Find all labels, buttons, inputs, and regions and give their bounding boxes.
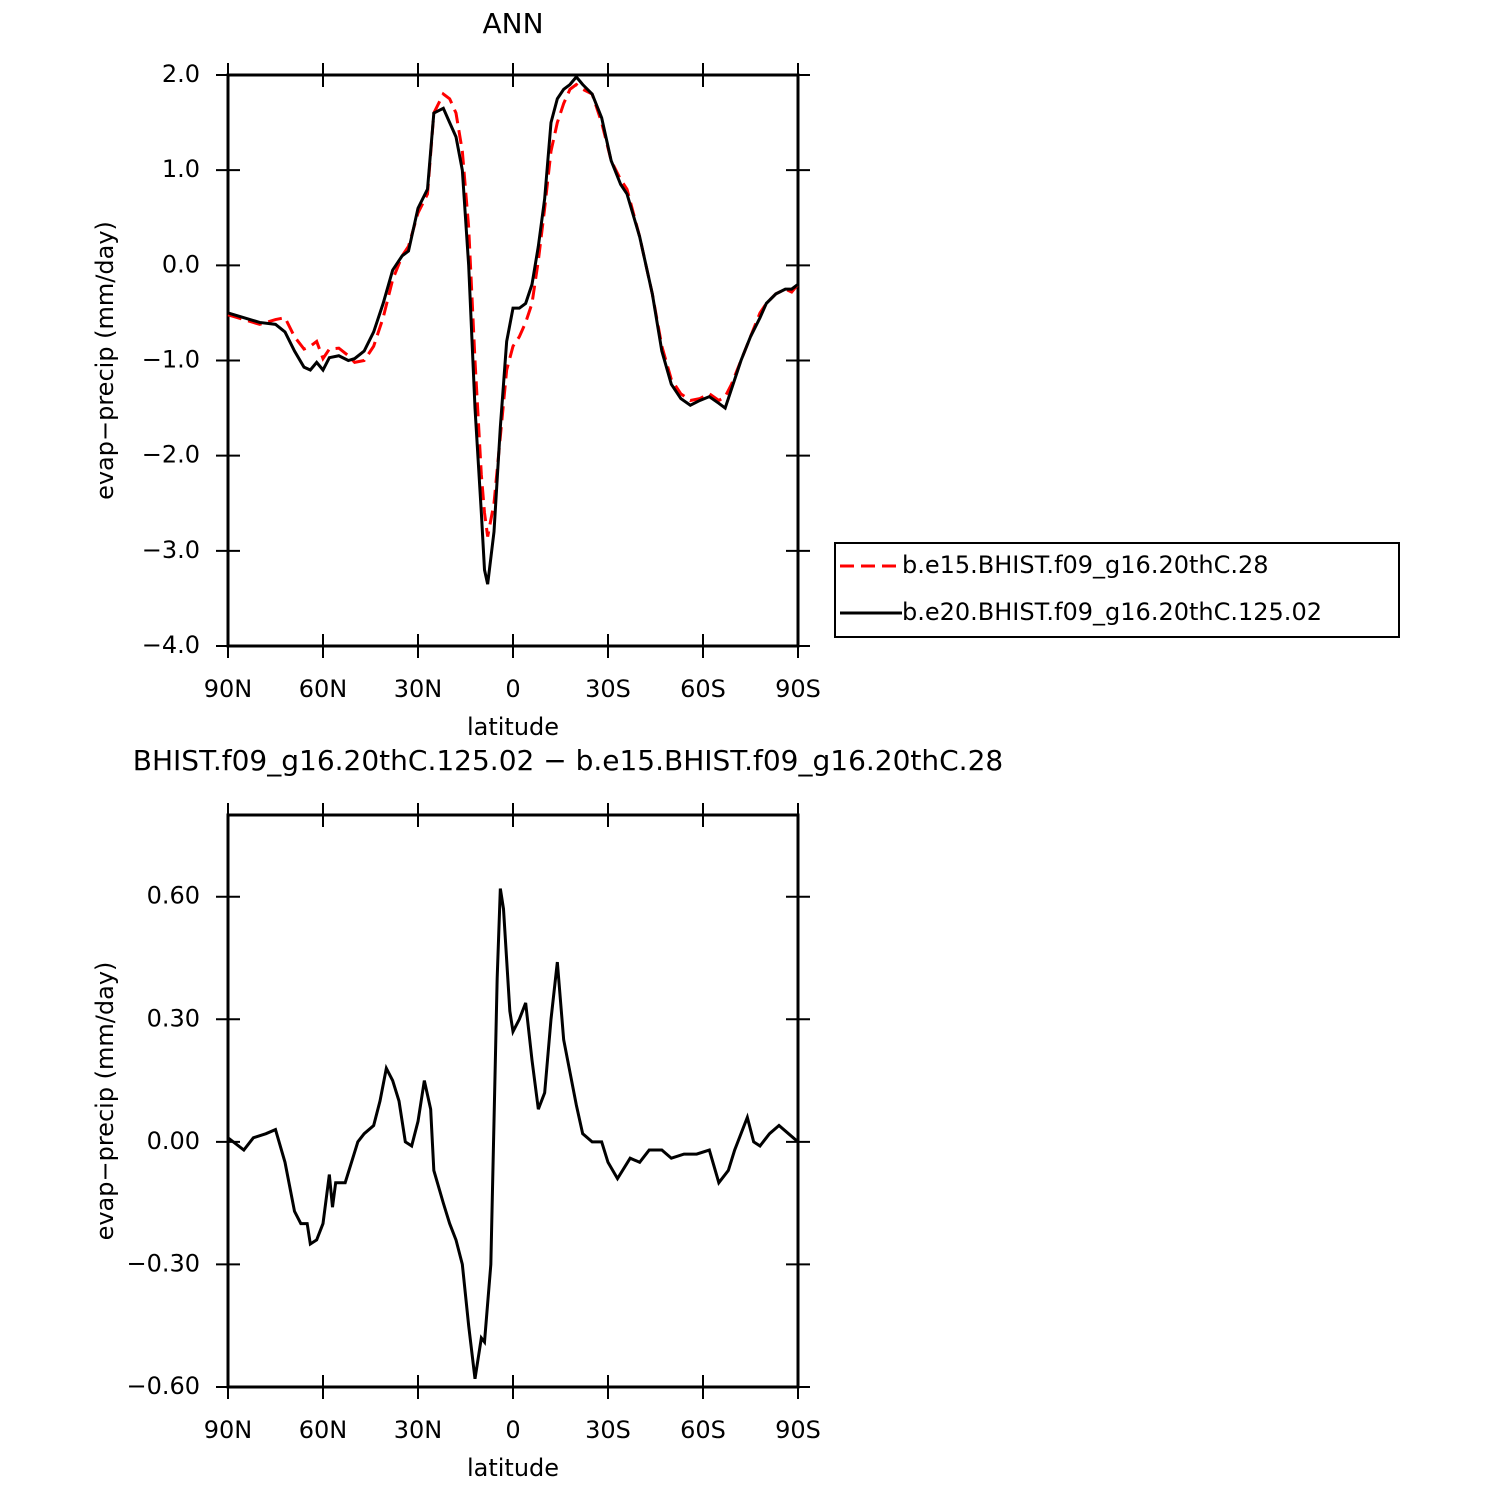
x-tick-label: 30S	[585, 1416, 631, 1444]
x-tick-label: 0	[505, 675, 520, 703]
x-tick-label: 0	[505, 1416, 520, 1444]
y-tick-label: −0.30	[126, 1249, 200, 1277]
y-tick-label: 2.0	[162, 60, 200, 88]
data-line	[227, 888, 799, 1380]
x-tick-label: 90S	[775, 675, 821, 703]
x-tick-label: 90S	[775, 1416, 821, 1444]
legend-label: b.e20.BHIST.f09_g16.20thC.125.02	[902, 598, 1322, 626]
x-tick-label: 60N	[299, 675, 348, 703]
plot-frame	[226, 73, 800, 648]
y-axis-label: evap−precip (mm/day)	[91, 221, 119, 500]
x-tick-label: 60N	[299, 1416, 348, 1444]
chart-title: BHIST.f09_g16.20thC.125.02 − b.e15.BHIST…	[133, 744, 1003, 777]
x-axis-label: latitude	[467, 1454, 559, 1482]
y-tick-label: 0.60	[147, 882, 200, 910]
chart-title: ANN	[482, 7, 543, 40]
y-tick-label: −0.60	[126, 1372, 200, 1400]
data-line	[227, 74, 799, 585]
x-tick-label: 30N	[394, 675, 443, 703]
y-axis-label: evap−precip (mm/day)	[91, 962, 119, 1241]
legend-box	[834, 542, 1400, 638]
x-tick-label: 90N	[204, 675, 253, 703]
y-tick-label: −4.0	[142, 631, 200, 659]
y-tick-label: 0.00	[147, 1127, 200, 1155]
y-tick-label: −1.0	[142, 346, 200, 374]
legend-label: b.e15.BHIST.f09_g16.20thC.28	[902, 551, 1269, 579]
x-tick-label: 60S	[680, 675, 726, 703]
y-tick-label: 0.30	[147, 1004, 200, 1032]
y-tick-label: −3.0	[142, 536, 200, 564]
y-tick-label: 1.0	[162, 155, 200, 183]
x-tick-label: 30S	[585, 675, 631, 703]
y-tick-label: 0.0	[162, 250, 200, 278]
y-tick-label: −2.0	[142, 441, 200, 469]
x-tick-label: 30N	[394, 1416, 443, 1444]
plot-frame	[226, 813, 800, 1389]
x-axis-label: latitude	[467, 713, 559, 741]
x-tick-label: 60S	[680, 1416, 726, 1444]
data-line	[227, 82, 800, 537]
x-tick-label: 90N	[204, 1416, 253, 1444]
